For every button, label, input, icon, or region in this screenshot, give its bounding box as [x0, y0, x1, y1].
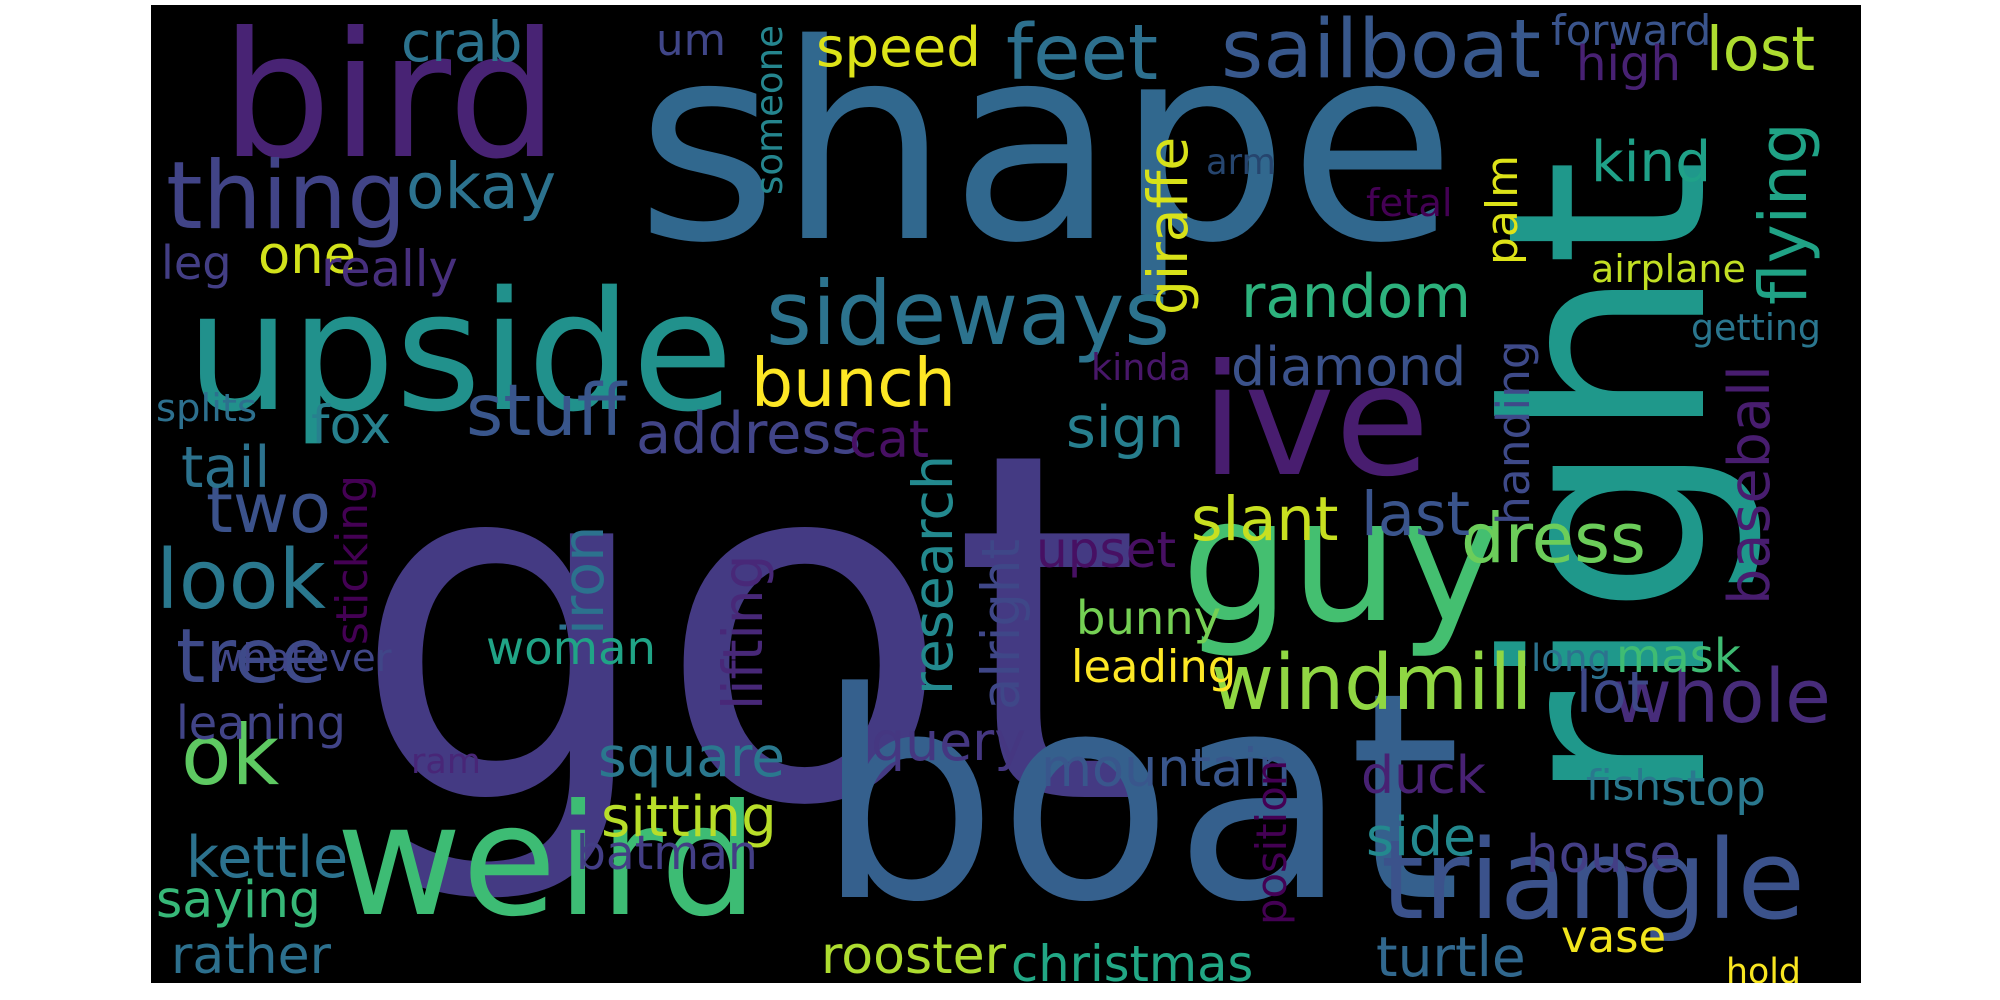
word-query: query	[871, 710, 1026, 773]
word-dress: dress	[1461, 499, 1646, 579]
word-rather: rather	[171, 926, 331, 983]
word-iron: iron	[551, 525, 617, 635]
word-someone: someone	[748, 25, 791, 195]
word-house: house	[1526, 825, 1681, 885]
word-stuff: stuff	[466, 369, 626, 452]
word-lost: lost	[1706, 15, 1816, 85]
word-fish: fish	[1586, 761, 1661, 810]
word-boat: boat	[816, 631, 1462, 965]
word-saying: saying	[156, 870, 321, 929]
word-thing: thing	[166, 142, 407, 251]
word-windmill: windmill	[1211, 639, 1533, 728]
word-guy: guy	[1181, 460, 1501, 661]
word-batman: batman	[576, 826, 758, 881]
word-sitting: sitting	[601, 785, 777, 850]
word-lifting: lifting	[711, 554, 775, 710]
word-sailboat: sailboat	[1221, 5, 1541, 97]
word-high: high	[1576, 36, 1682, 92]
word-side: side	[1366, 805, 1476, 868]
word-rooster: rooster	[821, 926, 1007, 983]
word-whole: whole	[1611, 653, 1831, 740]
word-kettle: kettle	[186, 825, 349, 891]
word-palm: palm	[1477, 155, 1528, 265]
word-handing: handing	[1487, 340, 1540, 525]
word-um: um	[656, 16, 726, 66]
word-long: long	[1531, 637, 1612, 680]
word-cat: cat	[849, 410, 930, 470]
word-hold: hold	[1726, 952, 1801, 983]
word-flying: flying	[1745, 122, 1822, 305]
word-bunch: bunch	[751, 344, 956, 422]
word-square: square	[598, 725, 785, 789]
word-position: position	[1247, 759, 1296, 925]
word-triangle: triangle	[1381, 816, 1806, 944]
word-baseball: baseball	[1716, 365, 1783, 605]
word-giraffe: giraffe	[1136, 136, 1200, 315]
word-two: two	[206, 469, 331, 549]
word-tail: tail	[181, 435, 271, 501]
word-tree: tree	[176, 613, 327, 700]
word-christmas: christmas	[1011, 935, 1254, 983]
word-look: look	[156, 533, 326, 628]
word-splits: splits	[156, 386, 258, 431]
word-airplane: airplane	[1591, 247, 1746, 291]
word-feet: feet	[1006, 9, 1159, 98]
word-turtle: turtle	[1376, 925, 1526, 984]
word-lot: lot	[1576, 660, 1650, 726]
word-research: research	[901, 454, 966, 695]
word-leading: leading	[1071, 640, 1237, 693]
word-address: address	[636, 400, 862, 467]
word-bird: bird	[221, 5, 559, 197]
word-ive: ive	[1201, 332, 1430, 511]
word-forward: forward	[1551, 6, 1712, 55]
word-ram: ram	[411, 742, 481, 782]
word-fetal: fetal	[1366, 181, 1453, 226]
word-getting: getting	[1691, 306, 1821, 349]
word-mountain: mountain	[1041, 738, 1291, 799]
word-leaning: leaning	[176, 696, 346, 750]
word-okay: okay	[406, 149, 557, 223]
word-slant: slant	[1191, 485, 1339, 555]
word-weird: weird	[336, 772, 758, 951]
word-duck: duck	[1361, 746, 1486, 806]
word-upside: upside	[186, 256, 734, 448]
word-mask: mask	[1616, 629, 1741, 683]
word-sticking: sticking	[327, 474, 378, 645]
word-ok: ok	[181, 708, 280, 804]
word-fox: fox	[311, 395, 392, 456]
word-speed: speed	[816, 15, 981, 79]
word-whatever: whatever	[211, 636, 392, 681]
word-cloud: got shape right boat bird upside ive guy weird tr…	[151, 5, 1861, 983]
word-sideways: sideways	[766, 262, 1171, 365]
word-bunny: bunny	[1076, 591, 1222, 645]
word-diamond: diamond	[1231, 335, 1467, 398]
word-kind: kind	[1591, 130, 1712, 195]
word-crab: crab	[401, 10, 523, 74]
word-one: one	[258, 225, 357, 286]
word-really: really	[321, 240, 458, 298]
word-vase: vase	[1561, 910, 1667, 963]
word-woman: woman	[486, 621, 657, 675]
word-stop: stop	[1661, 761, 1766, 817]
word-shape: shape	[636, 5, 1456, 303]
word-leg: leg	[161, 236, 232, 290]
word-arm: arm	[1206, 142, 1276, 183]
word-sign: sign	[1066, 395, 1185, 461]
word-last: last	[1361, 480, 1471, 550]
word-got: got	[351, 350, 1142, 911]
word-random: random	[1241, 262, 1471, 331]
word-upset: upset	[1036, 520, 1177, 579]
word-alright: alright	[971, 538, 1032, 710]
word-kinda: kinda	[1091, 346, 1191, 389]
